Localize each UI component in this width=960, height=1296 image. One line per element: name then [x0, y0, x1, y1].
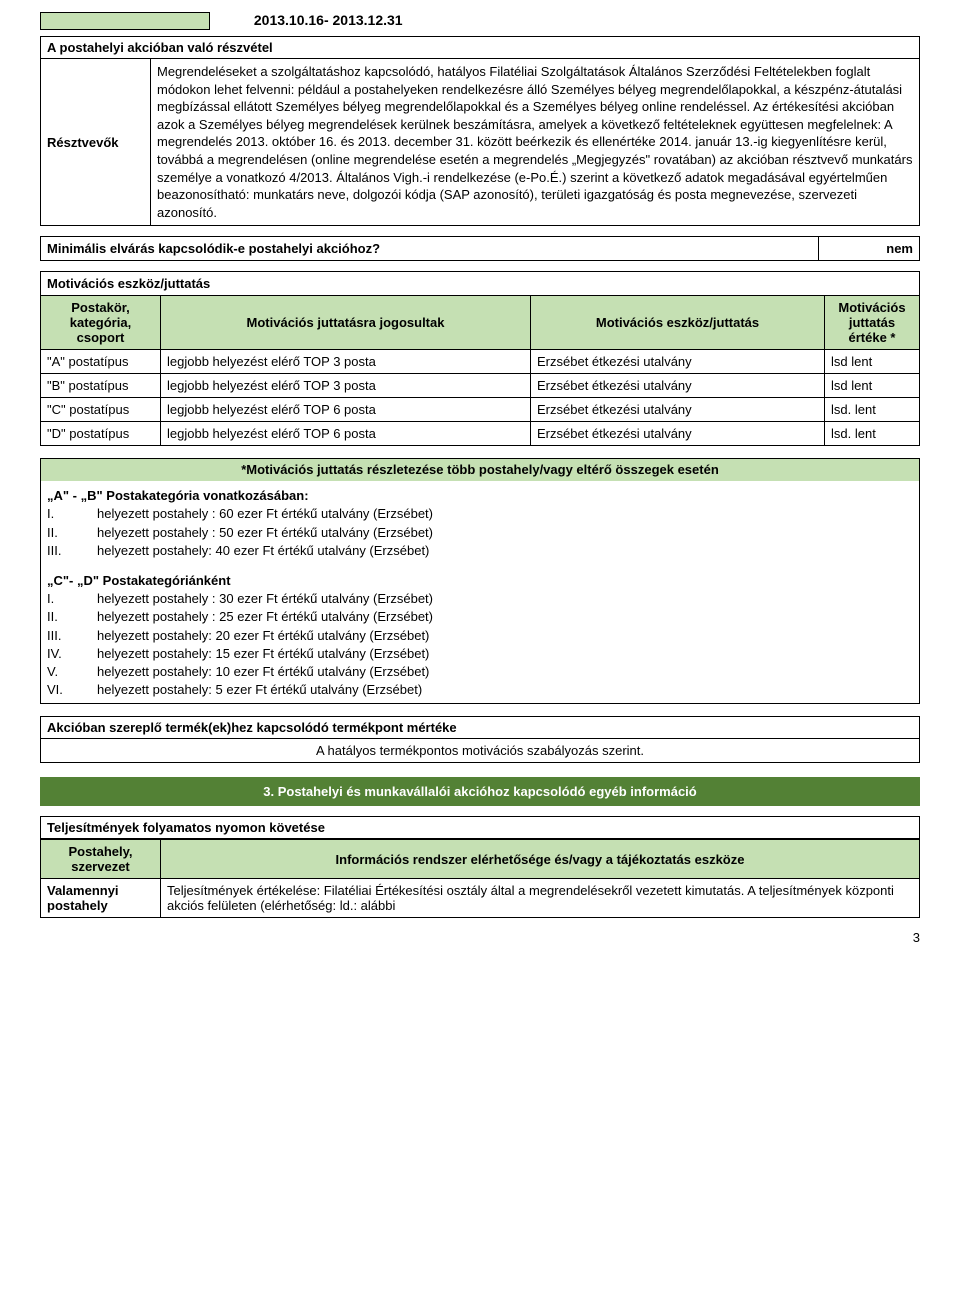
group-cd-title: „C"- „D" Postakategóriánként	[47, 572, 913, 590]
rank-line: II.helyezett postahely : 25 ezer Ft érté…	[47, 608, 913, 626]
participants-text: Megrendeléseket a szolgáltatáshoz kapcso…	[151, 59, 919, 225]
product-points-title: Akcióban szereplő termék(ek)hez kapcsoló…	[41, 717, 919, 739]
mot-tool: Erzsébet étkezési utalvány	[531, 374, 825, 398]
mot-tool: Erzsébet étkezési utalvány	[531, 398, 825, 422]
perf-row-text: Teljesítmények értékelése: Filatéliai Ér…	[161, 879, 920, 918]
rank-line: II.helyezett postahely : 50 ezer Ft érté…	[47, 524, 913, 542]
mot-col-3: Motivációs juttatás értéke *	[825, 296, 920, 350]
mot-val: lsd. lent	[825, 398, 920, 422]
mot-cat: "D" postatípus	[41, 422, 161, 446]
group-ab-title: „A" - „B" Postakategória vonatkozásában:	[47, 487, 913, 505]
motivation-title: Motivációs eszköz/juttatás	[40, 271, 920, 295]
rank-line: I.helyezett postahely : 30 ezer Ft érték…	[47, 590, 913, 608]
table-row: "D" postatípus legjobb helyezést elérő T…	[41, 422, 920, 446]
performance-title: Teljesítmények folyamatos nyomon követés…	[40, 816, 920, 839]
rank-line: V.helyezett postahely: 10 ezer Ft értékű…	[47, 663, 913, 681]
detail-header: *Motivációs juttatás részletezése több p…	[41, 459, 919, 481]
participation-row: Résztvevők Megrendeléseket a szolgáltatá…	[40, 59, 920, 226]
date-header: 2013.10.16- 2013.12.31	[210, 12, 920, 30]
performance-table: Postahely, szervezet Információs rendsze…	[40, 839, 920, 918]
mot-val: lsd lent	[825, 350, 920, 374]
table-row: Valamennyi postahely Teljesítmények érté…	[41, 879, 920, 918]
min-requirement-answer: nem	[819, 237, 919, 260]
rank-line: III.helyezett postahely: 40 ezer Ft érté…	[47, 542, 913, 560]
mot-elig: legjobb helyezést elérő TOP 6 posta	[161, 422, 531, 446]
min-requirement-row: Minimális elvárás kapcsolódik-e postahel…	[40, 236, 920, 261]
table-row: "C" postatípus legjobb helyezést elérő T…	[41, 398, 920, 422]
participants-label: Résztvevők	[41, 59, 151, 225]
min-requirement-question: Minimális elvárás kapcsolódik-e postahel…	[41, 237, 819, 260]
product-points-text: A hatályos termékpontos motivációs szabá…	[41, 739, 919, 762]
mot-cat: "B" postatípus	[41, 374, 161, 398]
section-3-header: 3. Postahelyi és munkavállalói akcióhoz …	[40, 777, 920, 806]
mot-elig: legjobb helyezést elérő TOP 6 posta	[161, 398, 531, 422]
mot-col-0: Postakör, kategória, csoport	[41, 296, 161, 350]
rank-line: III.helyezett postahely: 20 ezer Ft érté…	[47, 627, 913, 645]
mot-val: lsd lent	[825, 374, 920, 398]
page-number: 3	[40, 930, 920, 945]
participation-title: A postahelyi akcióban való részvétel	[40, 36, 920, 59]
mot-cat: "C" postatípus	[41, 398, 161, 422]
mot-tool: Erzsébet étkezési utalvány	[531, 422, 825, 446]
mot-col-1: Motivációs juttatásra jogosultak	[161, 296, 531, 350]
mot-tool: Erzsébet étkezési utalvány	[531, 350, 825, 374]
perf-row-label: Valamennyi postahely	[41, 879, 161, 918]
mot-val: lsd. lent	[825, 422, 920, 446]
perf-col-1: Postahely, szervezet	[41, 840, 161, 879]
mot-elig: legjobb helyezést elérő TOP 3 posta	[161, 350, 531, 374]
rank-line: VI.helyezett postahely: 5 ezer Ft értékű…	[47, 681, 913, 699]
header-stub-cell	[40, 12, 210, 30]
date-range: 2013.10.16- 2013.12.31	[254, 12, 403, 28]
product-points-box: Akcióban szereplő termék(ek)hez kapcsoló…	[40, 716, 920, 763]
rank-line: IV.helyezett postahely: 15 ezer Ft érték…	[47, 645, 913, 663]
perf-col-2: Információs rendszer elérhetősége és/vag…	[161, 840, 920, 879]
table-row: "A" postatípus legjobb helyezést elérő T…	[41, 350, 920, 374]
mot-cat: "A" postatípus	[41, 350, 161, 374]
rank-line: I.helyezett postahely : 60 ezer Ft érték…	[47, 505, 913, 523]
table-row: "B" postatípus legjobb helyezést elérő T…	[41, 374, 920, 398]
motivation-table: Postakör, kategória, csoport Motivációs …	[40, 295, 920, 446]
mot-col-2: Motivációs eszköz/juttatás	[531, 296, 825, 350]
mot-elig: legjobb helyezést elérő TOP 3 posta	[161, 374, 531, 398]
detail-box: *Motivációs juttatás részletezése több p…	[40, 458, 920, 704]
